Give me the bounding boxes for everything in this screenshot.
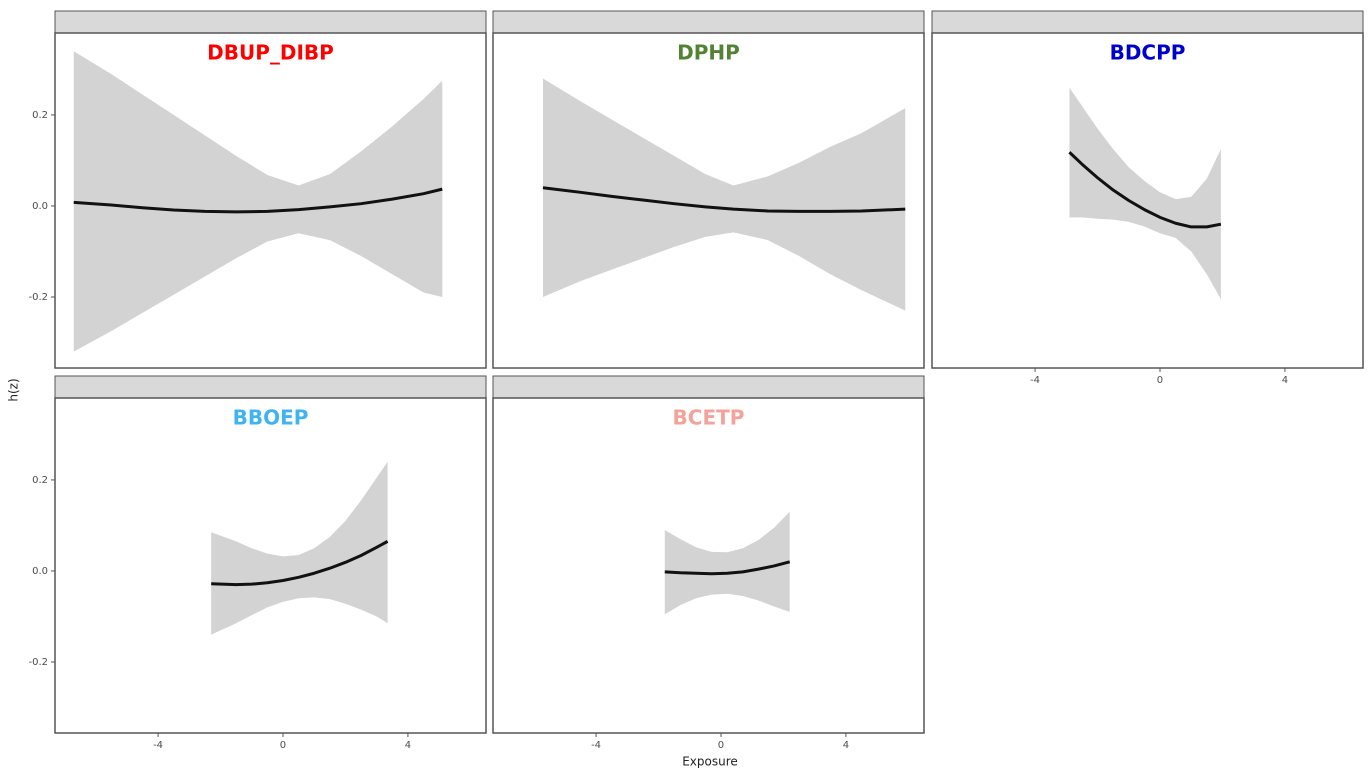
panel-title: BCETP <box>673 406 745 430</box>
x-axis-label: Exposure <box>682 755 738 769</box>
panel-border <box>492 397 925 734</box>
panel-border <box>54 397 487 734</box>
x-tick-label: 0 <box>718 740 724 751</box>
facet-strip <box>54 375 487 399</box>
x-tick-label: -4 <box>1030 375 1040 386</box>
y-axis-label: h(z) <box>7 378 21 401</box>
exposure-response-line <box>211 540 389 587</box>
y-tick-label: -0.2 <box>28 292 48 303</box>
panel-border <box>492 32 925 369</box>
y-tick-label: 0.0 <box>32 201 48 212</box>
x-tick-label: -4 <box>153 740 163 751</box>
panel-title: BDCPP <box>1110 41 1186 65</box>
confidence-band <box>73 51 443 352</box>
panel-border <box>931 32 1364 369</box>
facet-strip <box>492 375 925 399</box>
panel-title: DPHP <box>677 41 740 65</box>
facet-strip <box>54 10 487 34</box>
y-tick-label: 0.2 <box>32 475 48 486</box>
exposure-response-line <box>542 186 906 213</box>
y-tick-label: 0.2 <box>32 110 48 121</box>
x-tick-label: 0 <box>1157 375 1163 386</box>
panel-title: DBUP_DIBP <box>207 41 334 65</box>
confidence-band <box>211 461 388 635</box>
y-tick-label: 0.0 <box>32 566 48 577</box>
confidence-band <box>542 78 906 311</box>
confidence-band <box>664 511 790 615</box>
exposure-response-line <box>664 560 791 576</box>
exposure-response-line <box>73 187 443 214</box>
confidence-band <box>1069 87 1221 300</box>
x-tick-label: 4 <box>1282 375 1288 386</box>
facet-strip <box>492 10 925 34</box>
panel-border <box>54 32 487 369</box>
x-tick-label: 4 <box>405 740 411 751</box>
facet-strip <box>931 10 1364 34</box>
x-tick-label: -4 <box>591 740 601 751</box>
x-tick-label: 0 <box>280 740 286 751</box>
x-tick-label: 4 <box>843 740 849 751</box>
y-tick-label: -0.2 <box>28 657 48 668</box>
exposure-response-line <box>1068 151 1222 229</box>
panel-title: BBOEP <box>233 406 309 430</box>
